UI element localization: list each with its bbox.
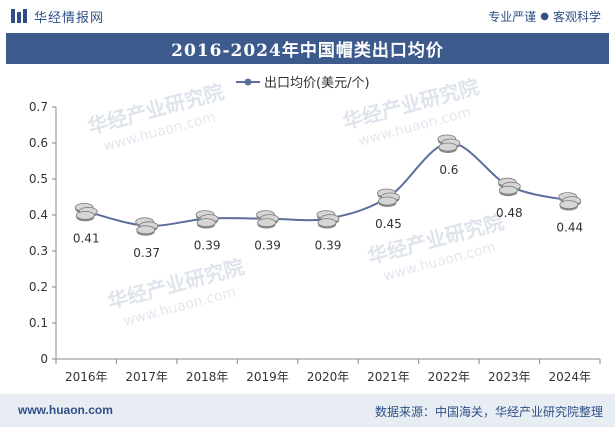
chart-title: 2016-2024年中国帽类出口均价 [171,41,444,61]
y-tick-label: 0.1 [29,316,48,330]
data-label: 0.45 [375,217,402,231]
coin-face [257,218,276,228]
coin-face [498,185,518,195]
footer: www.huaon.com 数据来源：中国海关，华经产业研究院整理 [0,394,615,427]
coin-marker-icon [74,202,98,222]
chart-area: 华经产业研究院 www.huaon.com 华经产业研究院 www.huaon.com… [0,64,615,394]
tagline-left: 专业严谨 [488,10,537,24]
coin-face [317,218,337,228]
coin-marker-icon [558,192,582,211]
coin-face [196,218,216,228]
coin-marker-icon [497,177,521,197]
brand-logo-icon [11,9,27,23]
coin-marker-icon [256,210,279,229]
legend-label: 出口均价(美元/个) [264,76,370,91]
coin-face [559,200,579,210]
y-tick-label: 0.6 [29,136,48,150]
coin-face [75,210,95,220]
data-label: 0.39 [254,239,281,253]
data-label: 0.41 [73,231,100,245]
y-tick-label: 0.5 [29,172,48,186]
tagline-dot-icon: ● [540,11,549,22]
x-ticks: 2016年 2017年 2018年 2019年 2020年 2021年 2022年 2023年… [55,359,601,384]
coin-marker-icon [316,210,340,229]
data-label: 0.44 [556,221,583,235]
y-tick-label: 0.4 [29,208,48,222]
coin-face [438,142,458,152]
coin-face [136,225,156,235]
x-tick-label: 2019年 [246,370,289,384]
data-label: 0.48 [496,206,523,220]
coin-face [378,196,397,206]
y-tick-label: 0.2 [29,280,48,294]
y-tick-label: 0 [40,352,48,366]
x-tick-label: 2023年 [488,370,531,384]
data-label: 0.39 [194,239,221,253]
data-label: 0.39 [315,239,342,253]
coin-marker-icon [135,217,159,236]
x-tick-label: 2018年 [186,370,229,384]
data-labels: 0.41 0.37 0.39 0.39 0.39 0.45 0.6 0.48 0.44 [73,163,583,260]
title-bar: 2016-2024年中国帽类出口均价 [6,33,609,64]
data-markers [74,134,582,236]
y-ticks: 0 0.1 0.2 0.3 0.4 0.5 0.6 0.7 [29,100,56,366]
x-tick-label: 2024年 [549,370,592,384]
y-tick-label: 0.3 [29,244,48,258]
coin-marker-icon [437,134,461,153]
x-tick-label: 2022年 [428,370,471,384]
footer-website-link[interactable]: www.huaon.com [18,403,113,417]
tagline: 专业严谨 ● 客观科学 [488,8,601,25]
data-label: 0.6 [439,163,458,177]
legend-marker-icon [244,78,252,86]
legend: 出口均价(美元/个) [236,76,370,91]
x-tick-label: 2021年 [367,370,410,384]
brand-name: 华经情报网 [34,10,105,26]
coin-marker-icon [377,188,400,207]
y-tick-label: 0.7 [29,100,48,114]
x-tick-label: 2016年 [65,370,108,384]
x-tick-label: 2020年 [307,370,350,384]
coin-marker-icon [195,210,219,229]
tagline-right: 客观科学 [552,10,601,24]
data-label: 0.37 [133,246,160,260]
top-bar: 华经情报网 专业严谨 ● 客观科学 [0,0,615,32]
x-tick-label: 2017年 [125,370,168,384]
footer-source: 数据来源：中国海关，华经产业研究院整理 [374,405,603,419]
brand[interactable]: 华经情报网 [10,7,105,26]
